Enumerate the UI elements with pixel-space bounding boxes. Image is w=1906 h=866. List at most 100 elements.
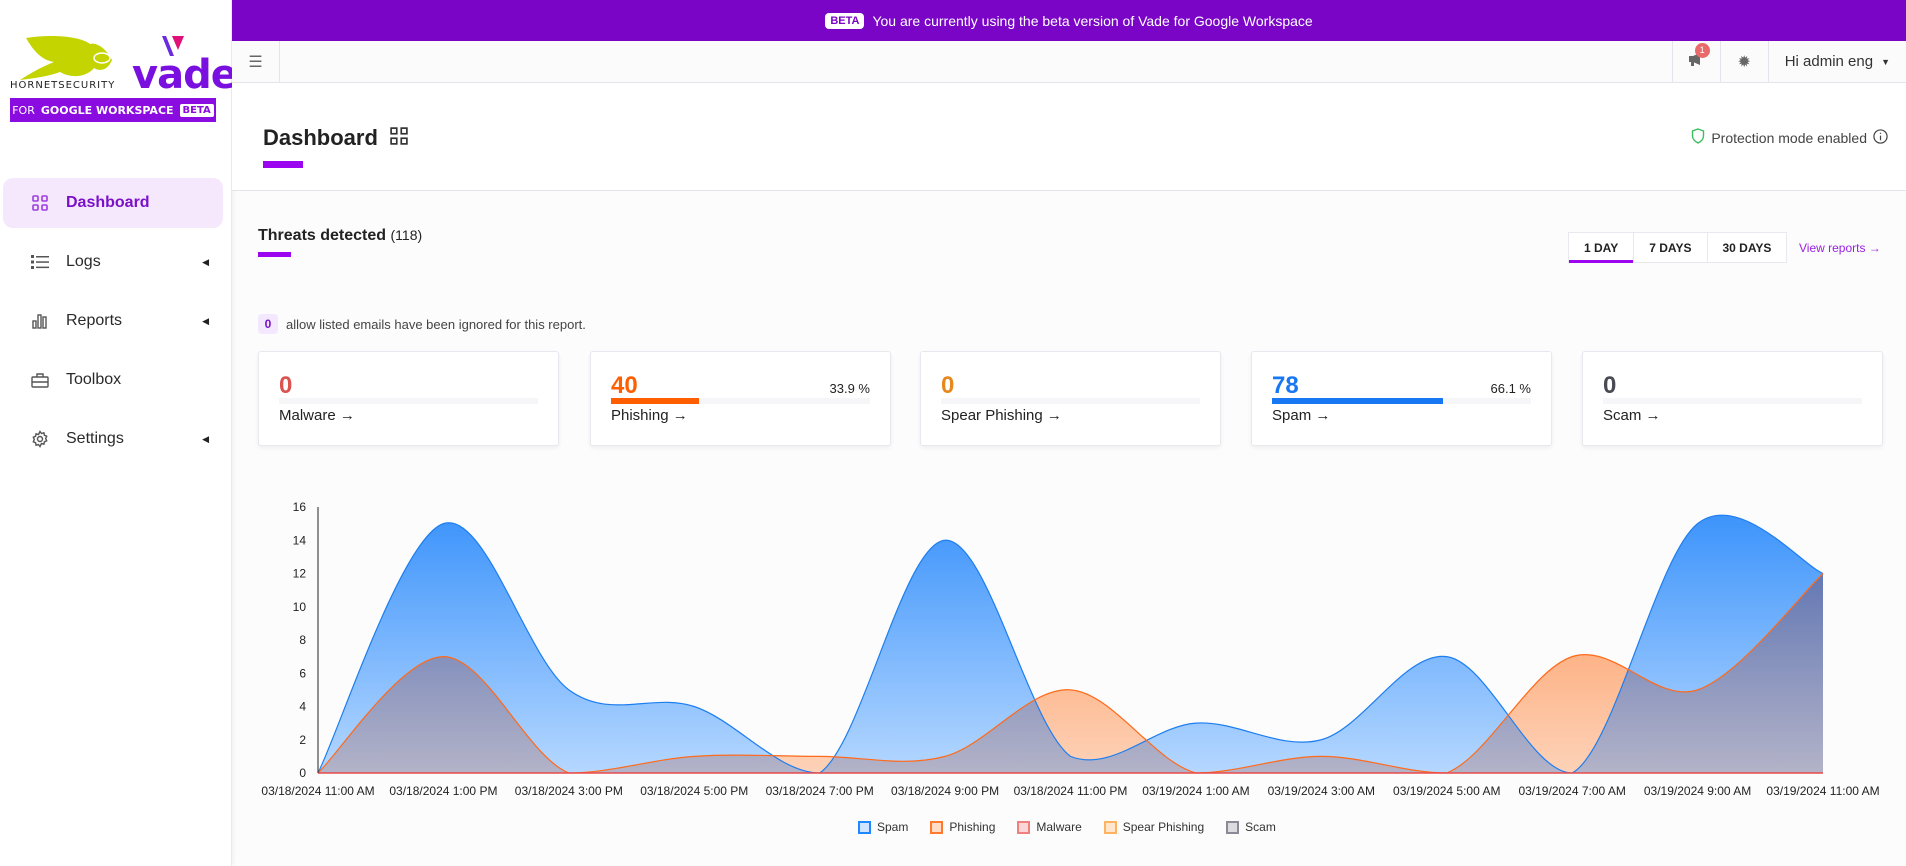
sidebar-item-toolbox[interactable]: Toolbox bbox=[3, 355, 223, 405]
legend-item[interactable]: Malware bbox=[1017, 820, 1082, 834]
threats-count: (118) bbox=[390, 227, 423, 243]
x-tick-label: 03/18/2024 5:00 PM bbox=[640, 784, 748, 798]
x-tick-label: 03/19/2024 5:00 AM bbox=[1393, 784, 1500, 798]
card-label-link[interactable]: Phishing → bbox=[611, 407, 688, 424]
threat-card[interactable]: 0 Spear Phishing → bbox=[920, 351, 1221, 446]
card-label-link[interactable]: Scam → bbox=[1603, 407, 1661, 424]
notifications-button[interactable]: 1 bbox=[1671, 40, 1720, 83]
sidebar-item-reports[interactable]: Reports ◀ bbox=[3, 296, 223, 346]
sidebar-item-label: Reports bbox=[66, 312, 123, 329]
y-tick-label: 10 bbox=[293, 600, 307, 614]
sidebar-item-logs[interactable]: Logs ◀ bbox=[3, 237, 223, 287]
list-icon bbox=[30, 252, 50, 272]
card-progress bbox=[941, 398, 1200, 404]
card-label-link[interactable]: Malware → bbox=[279, 407, 355, 424]
chart-legend: Spam Phishing Malware Spear Phishing Scam bbox=[858, 820, 1276, 834]
x-tick-label: 03/18/2024 11:00 AM bbox=[261, 784, 374, 798]
allow-count: 0 bbox=[258, 314, 278, 334]
tab-7-days[interactable]: 7 DAYS bbox=[1634, 233, 1708, 262]
title-underline bbox=[263, 161, 303, 168]
user-name: Hi admin eng bbox=[1784, 53, 1874, 70]
menu-toggle-button[interactable]: ☰ bbox=[232, 40, 280, 83]
page-header: Dashboard Protection mode enabled bbox=[232, 83, 1906, 191]
y-tick-label: 8 bbox=[299, 633, 306, 647]
legend-label: Phishing bbox=[949, 820, 996, 834]
threat-card[interactable]: 78 66.1 % Spam → bbox=[1251, 351, 1552, 446]
vade-text: vade bbox=[132, 52, 238, 98]
tab-30-days[interactable]: 30 DAYS bbox=[1722, 240, 1772, 255]
x-tick-label: 03/18/2024 7:00 PM bbox=[766, 784, 874, 798]
spam-line bbox=[317, 514, 1824, 774]
legend-item[interactable]: Spear Phishing bbox=[1103, 820, 1204, 834]
y-tick-label: 6 bbox=[299, 666, 306, 680]
x-tick-label: 03/19/2024 11:00 AM bbox=[1766, 784, 1879, 798]
x-tick-label: 03/19/2024 9:00 AM bbox=[1644, 784, 1751, 798]
card-label-link[interactable]: Spam → bbox=[1272, 407, 1331, 424]
toolbox-icon bbox=[30, 370, 50, 390]
x-tick-label: 03/19/2024 1:00 AM bbox=[1142, 784, 1249, 798]
hornet-logo-icon bbox=[20, 36, 112, 80]
grid-icon[interactable] bbox=[390, 125, 408, 151]
beta-badge: BETA bbox=[825, 12, 865, 29]
sidebar-item-label: Toolbox bbox=[66, 371, 122, 388]
sidebar-item-settings[interactable]: Settings ◀ bbox=[3, 414, 223, 464]
topbar: ☰ 1 ✹ Hi admin eng ▼ bbox=[232, 40, 1906, 83]
view-reports-link[interactable]: View reports → bbox=[1799, 241, 1881, 255]
phishing-line bbox=[317, 573, 1824, 774]
workspace-text: GOOGLE WORKSPACE bbox=[40, 103, 174, 117]
caret-left-icon: ◀ bbox=[202, 256, 209, 267]
card-percent: 66.1 % bbox=[1490, 381, 1531, 396]
y-tick-label: 16 bbox=[293, 500, 307, 514]
for-text: FOR bbox=[12, 103, 35, 117]
card-progress bbox=[1272, 398, 1531, 404]
user-menu[interactable]: Hi admin eng ▼ bbox=[1767, 40, 1906, 83]
card-progress bbox=[279, 398, 538, 404]
legend-label: Malware bbox=[1036, 820, 1082, 834]
legend-item[interactable]: Spam bbox=[858, 820, 908, 834]
card-progress bbox=[611, 398, 870, 404]
grid-icon bbox=[30, 193, 50, 213]
x-tick-label: 03/18/2024 3:00 PM bbox=[515, 784, 623, 798]
x-tick-label: 03/19/2024 3:00 AM bbox=[1268, 784, 1375, 798]
legend-item[interactable]: Phishing bbox=[930, 820, 995, 834]
legend-swatch bbox=[1103, 820, 1117, 834]
x-tick-label: 03/19/2024 7:00 AM bbox=[1518, 784, 1625, 798]
hornetsecurity-text: HORNETSECURITY bbox=[10, 80, 116, 91]
card-label-link[interactable]: Spear Phishing → bbox=[941, 407, 1062, 424]
x-tick-label: 03/18/2024 11:00 PM bbox=[1014, 784, 1128, 798]
card-value: 0 bbox=[279, 372, 293, 399]
threats-chart: 0 2 4 6 8 10 12 14 16 03/18/2024 11:00 AM 03/18/20… bbox=[261, 500, 1879, 798]
sidebar-item-label: Dashboard bbox=[66, 194, 150, 211]
protection-status: Protection mode enabled bbox=[1691, 128, 1888, 147]
sun-icon: ✹ bbox=[1737, 53, 1751, 71]
x-tick-label: 03/18/2024 1:00 PM bbox=[389, 784, 497, 798]
threat-card[interactable]: 0 Malware → bbox=[258, 351, 559, 446]
sidebar-item-label: Logs bbox=[66, 253, 101, 270]
sidebar-item-dashboard[interactable]: Dashboard bbox=[3, 178, 223, 228]
page-title: Dashboard bbox=[263, 125, 408, 151]
workspace-bar: FOR GOOGLE WORKSPACE BETA bbox=[10, 98, 216, 122]
legend-label: Spam bbox=[877, 820, 909, 834]
sidebar-item-label: Settings bbox=[66, 430, 124, 447]
logo[interactable]: HORNETSECURITY vade FOR GOOGLE WORKSPACE B… bbox=[10, 30, 238, 124]
legend-item[interactable]: Scam bbox=[1226, 820, 1276, 834]
y-tick-label: 14 bbox=[293, 533, 307, 547]
legend-label: Scam bbox=[1245, 820, 1276, 834]
card-progress bbox=[1603, 398, 1862, 404]
tab-1-day[interactable]: 1 DAY bbox=[1569, 233, 1635, 263]
card-percent: 33.9 % bbox=[829, 381, 870, 396]
vade-mark-icon bbox=[162, 36, 184, 56]
info-icon[interactable] bbox=[1873, 128, 1888, 147]
threat-card[interactable]: 0 Scam → bbox=[1582, 351, 1883, 446]
bar-chart-icon bbox=[30, 311, 50, 331]
card-value: 78 bbox=[1272, 372, 1299, 399]
theme-button[interactable]: ✹ bbox=[1719, 40, 1768, 83]
threat-card[interactable]: 40 33.9 % Phishing → bbox=[590, 351, 891, 446]
caret-left-icon: ◀ bbox=[202, 315, 209, 326]
x-tick-label: 03/18/2024 9:00 PM bbox=[891, 784, 999, 798]
page-title-text: Dashboard bbox=[263, 125, 378, 150]
protection-text: Protection mode enabled bbox=[1711, 129, 1867, 146]
notification-badge: 1 bbox=[1694, 42, 1710, 58]
card-value: 0 bbox=[941, 372, 955, 399]
banner-text: You are currently using the beta version… bbox=[872, 12, 1313, 29]
